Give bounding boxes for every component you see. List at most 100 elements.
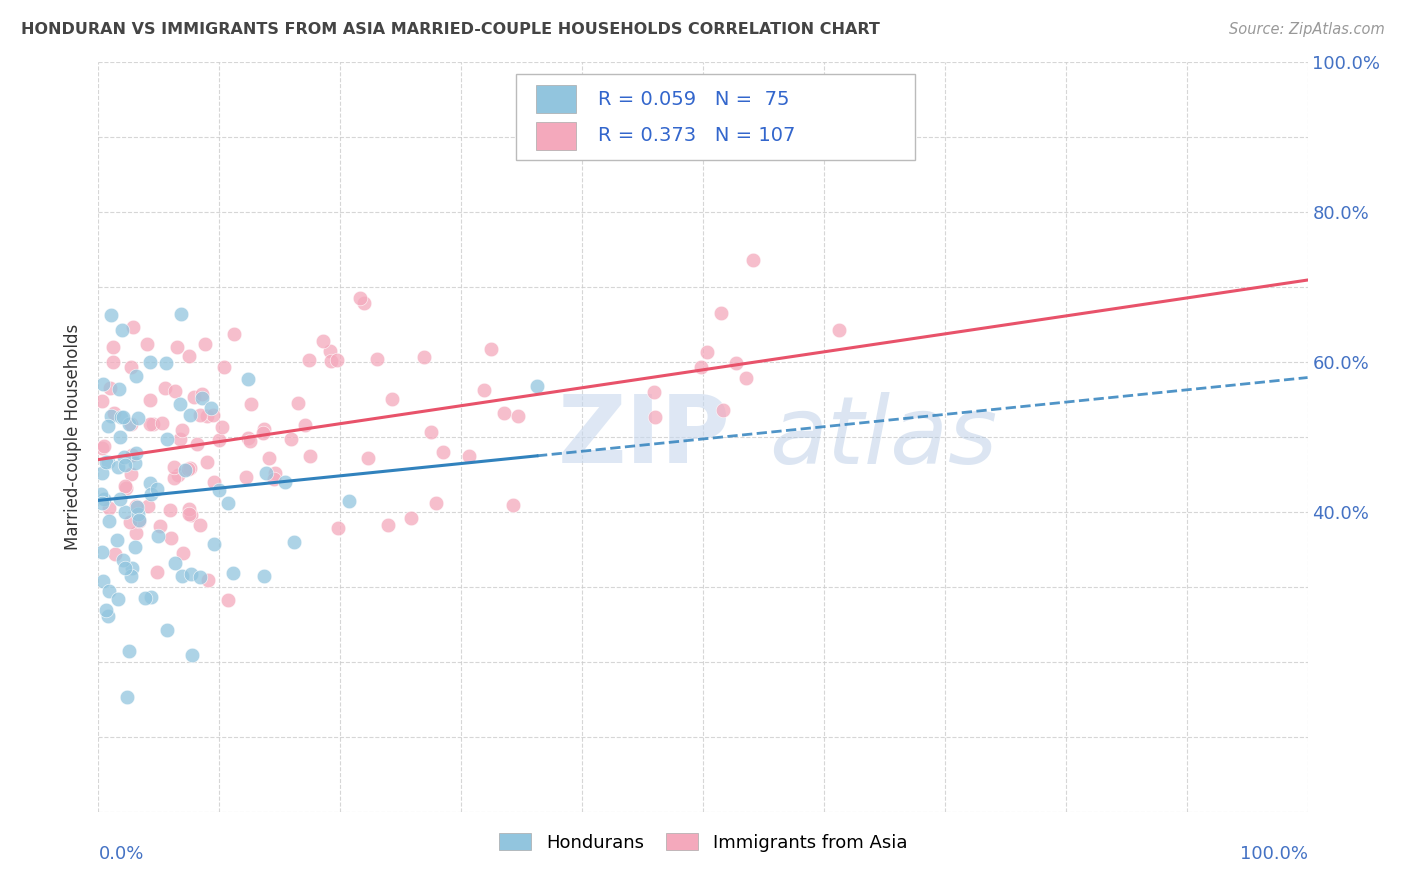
Point [195, 455, 218, 469]
FancyBboxPatch shape [536, 121, 576, 150]
Point [115, 481, 138, 495]
Point [156, 624, 179, 638]
Point [104, 547, 127, 561]
Point [120, 569, 142, 583]
Point [202, 536, 225, 550]
Point [190, 391, 212, 405]
Point [264, 466, 287, 480]
Point [177, 350, 200, 364]
Point [194, 337, 217, 351]
Y-axis label: Married-couple Households: Married-couple Households [65, 324, 83, 550]
Point [734, 371, 756, 385]
Point [107, 591, 129, 606]
Point [139, 590, 162, 604]
Point [481, 342, 503, 356]
Point [274, 475, 297, 489]
Point [174, 463, 197, 477]
Point [339, 494, 361, 508]
Point [163, 471, 186, 485]
Point [299, 450, 322, 464]
Point [188, 408, 211, 422]
Point [177, 502, 200, 516]
Point [120, 515, 142, 529]
Point [236, 372, 259, 386]
Point [191, 386, 214, 401]
Point [425, 496, 447, 510]
Point [494, 406, 516, 420]
Point [153, 381, 176, 395]
Point [90, 486, 112, 500]
Point [97, 418, 120, 433]
Point [326, 353, 349, 368]
Point [105, 533, 128, 547]
Point [100, 308, 122, 322]
Point [263, 472, 285, 486]
Point [349, 291, 371, 305]
Point [93, 492, 115, 507]
Point [100, 409, 122, 424]
Point [188, 518, 211, 533]
Point [117, 417, 139, 431]
Point [294, 418, 316, 433]
Point [125, 499, 148, 513]
Point [179, 460, 201, 475]
Point [741, 253, 763, 268]
Point [136, 336, 159, 351]
Text: HONDURAN VS IMMIGRANTS FROM ASIA MARRIED-COUPLE HOUSEHOLDS CORRELATION CHART: HONDURAN VS IMMIGRANTS FROM ASIA MARRIED… [21, 22, 880, 37]
Point [107, 382, 129, 396]
Text: R = 0.373   N = 107: R = 0.373 N = 107 [598, 127, 796, 145]
Point [526, 379, 548, 393]
Point [121, 561, 143, 575]
Point [97, 455, 120, 469]
Point [312, 334, 335, 348]
Point [114, 479, 136, 493]
Point [96, 603, 118, 617]
Point [134, 591, 156, 605]
Point [321, 354, 343, 368]
Point [356, 451, 378, 466]
Text: Source: ZipAtlas.com: Source: ZipAtlas.com [1229, 22, 1385, 37]
Point [110, 410, 132, 425]
Point [148, 519, 170, 533]
Point [125, 369, 148, 384]
Point [353, 296, 375, 310]
Point [643, 385, 665, 400]
Point [166, 467, 188, 482]
Point [377, 518, 399, 533]
Point [139, 487, 162, 501]
Point [432, 445, 454, 459]
Point [97, 609, 120, 624]
Point [208, 433, 231, 447]
Point [163, 459, 186, 474]
Point [97, 584, 120, 599]
Point [183, 390, 205, 404]
Point [177, 508, 200, 522]
Point [644, 410, 666, 425]
Point [508, 409, 530, 423]
Point [90, 544, 112, 558]
FancyBboxPatch shape [536, 85, 576, 113]
Point [186, 437, 208, 451]
Point [472, 383, 495, 397]
Point [179, 408, 201, 422]
Point [145, 565, 167, 579]
Text: 0.0%: 0.0% [98, 846, 143, 863]
Point [146, 529, 169, 543]
Point [125, 445, 148, 459]
Point [166, 340, 188, 354]
Point [253, 422, 276, 436]
Point [118, 643, 141, 657]
Point [257, 450, 280, 465]
Point [217, 496, 239, 510]
Point [195, 409, 218, 424]
Point [121, 448, 143, 462]
Point [103, 355, 125, 369]
Point [139, 355, 162, 369]
Point [217, 593, 239, 607]
Point [128, 514, 150, 528]
Point [224, 327, 246, 342]
Point [90, 496, 112, 510]
Point [413, 350, 436, 364]
Point [124, 525, 146, 540]
Point [155, 356, 177, 370]
